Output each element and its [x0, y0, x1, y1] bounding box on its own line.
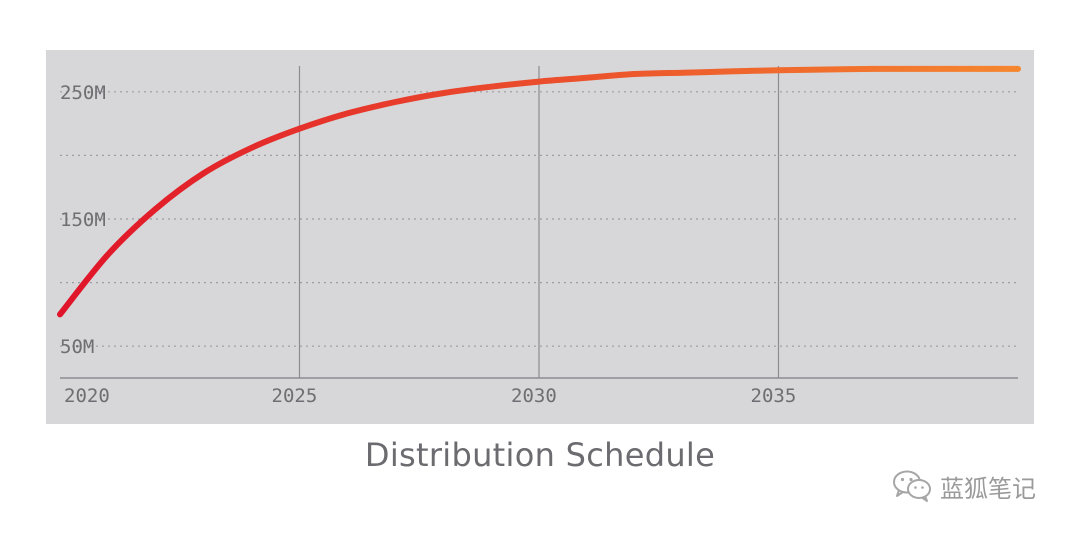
x-tick-label: 2030: [511, 385, 557, 407]
wechat-icon: [892, 469, 932, 503]
y-tick-label: 250M: [60, 82, 106, 104]
series-layer: [57, 65, 1021, 318]
chart-title: Distribution Schedule: [364, 436, 716, 474]
x-tick-label: 2025: [272, 385, 318, 407]
chart-panel: 2020 2025 2030 2035 250M 150M 50M: [46, 50, 1034, 424]
distribution-chart: 2020 2025 2030 2035 250M 150M 50M: [57, 65, 1021, 407]
x-tick-label: 2035: [751, 385, 797, 407]
tick-labels: 2020 2025 2030 2035 250M 150M 50M: [60, 82, 796, 407]
y-tick-label: 150M: [60, 209, 106, 231]
watermark-text: 蓝狐笔记: [940, 474, 1036, 503]
watermark: 蓝狐笔记: [892, 466, 1036, 506]
x-tick-label: 2020: [64, 385, 110, 407]
series-line: [57, 65, 1021, 318]
grid-layer: [60, 66, 1018, 378]
y-tick-label: 50M: [60, 336, 94, 358]
